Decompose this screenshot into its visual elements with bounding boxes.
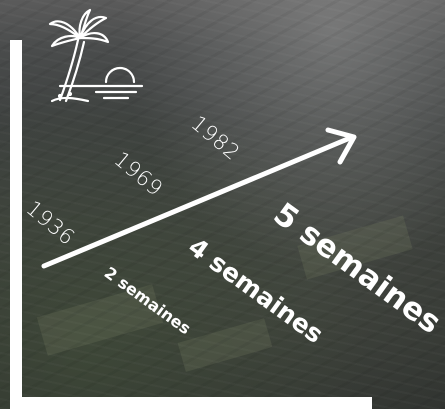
vertical-axis <box>10 40 22 409</box>
palm-tree-sunset-icon <box>48 8 144 103</box>
horizontal-axis <box>10 397 372 409</box>
trend-arrow <box>41 127 357 269</box>
